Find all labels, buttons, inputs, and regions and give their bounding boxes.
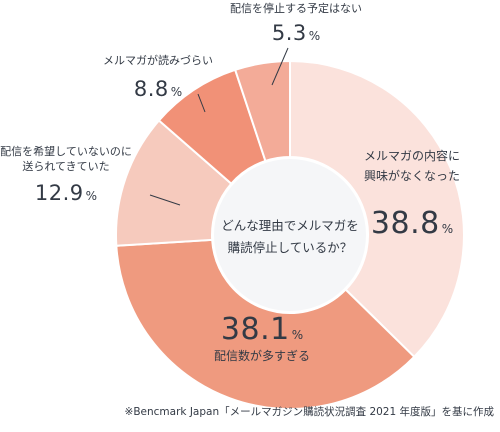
donut-center — [214, 159, 366, 311]
source-note: ※Bencmark Japan「メールマガジン購読状況調査 2021 年度版」を… — [124, 406, 494, 418]
slice-category-label: 配信を停止する予定はない — [230, 1, 362, 15]
slice-value-label: 38.1% — [221, 312, 303, 347]
slice-leader-line — [149, 194, 181, 206]
slice-category-label: 配信を希望していないのに — [0, 144, 132, 158]
slice-value-label: 38.8% — [371, 206, 453, 241]
slice-leader-line — [197, 93, 206, 113]
center-question-text: 購読停止しているか？ — [228, 240, 353, 255]
donut-slice — [289, 59, 465, 359]
slice-category-label: 興味がなくなった — [364, 168, 460, 183]
slice-value-label: 12.9% — [35, 181, 97, 205]
slice-value-label: 8.8% — [134, 77, 182, 101]
donut-slice — [233, 59, 291, 163]
slice-category-label: メルマガの内容に — [364, 148, 460, 163]
slice-category-label: 配信数が多すぎる — [214, 348, 310, 363]
slice-value-label: 5.3% — [272, 21, 320, 45]
slice-leader-line — [271, 47, 289, 86]
slice-category-label: メルマガが読みづらい — [103, 53, 213, 67]
donut-slice — [115, 238, 416, 410]
slice-category-label: 送られてきていた — [22, 159, 109, 173]
center-question-text: どんな理由でメルマガを — [221, 218, 359, 233]
